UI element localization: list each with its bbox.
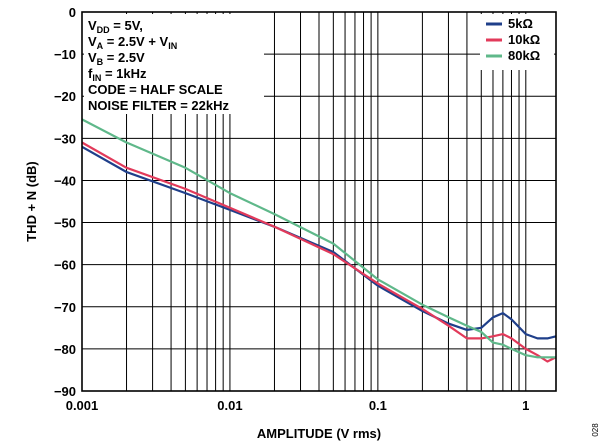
y-tick-label: −70 [54,300,76,315]
legend-label: 80kΩ [508,48,540,63]
y-tick-label: −50 [54,216,76,231]
figure-id: 028 [591,423,600,437]
y-axis-label: THD + N (dB) [24,161,39,242]
condition-line: VA = 2.5V + VIN [88,34,177,51]
condition-line: NOISE FILTER = 22kHz [88,98,229,113]
y-tick-label: −30 [54,131,76,146]
series-line-1 [81,145,557,340]
x-tick-label: 1 [522,398,529,413]
x-tick-label: 0.1 [369,398,387,413]
legend-label: 10kΩ [508,32,540,47]
series-line-3 [81,118,556,359]
x-tick-label: 0.001 [66,398,99,413]
y-tick-label: −20 [54,89,76,104]
plot-frame [81,11,557,392]
series-line-2 [81,141,557,363]
condition-line: VB = 2.5V [88,50,145,67]
x-tick-labels: 0.001 0.01 0.1 1 [66,398,530,413]
conditions-box [84,14,264,114]
x-tick-label: 0.01 [217,398,242,413]
y-tick-label: −10 [54,47,76,62]
y-tick-label: −40 [54,173,76,188]
legend-label: 5kΩ [508,16,533,31]
condition-line: fIN = 1kHz [88,66,147,83]
condition-line: CODE = HALF SCALE [88,82,223,97]
y-tick-label: −60 [54,258,76,273]
x-axis-label: AMPLITUDE (V rms) [257,426,381,441]
y-tick-label: −80 [54,342,76,357]
y-tick-labels: 0 −10 −20 −30 −40 −50 −60 −70 −80 −90 [54,5,76,399]
series-lines [81,118,557,363]
y-tick-label: −90 [54,384,76,399]
condition-line: VDD = 5V, [88,18,143,35]
y-tick-label: 0 [69,5,76,20]
